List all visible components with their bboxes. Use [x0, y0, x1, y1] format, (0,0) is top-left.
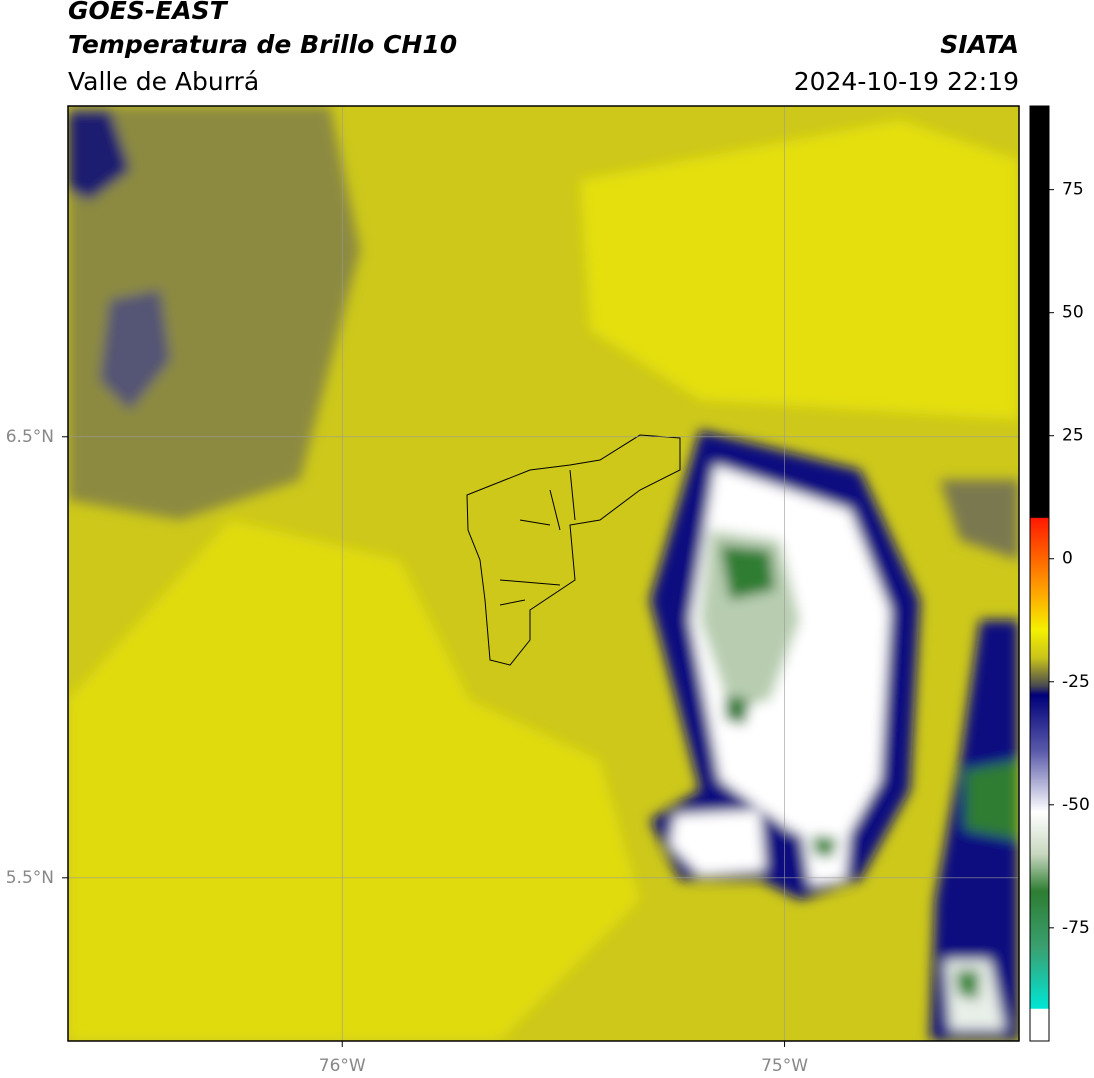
colorbar-tick-label: -50	[1062, 795, 1090, 815]
colorbar-tick-label: -25	[1062, 672, 1090, 692]
map-image	[68, 106, 1019, 1041]
colorbar-tick-label: 50	[1062, 303, 1084, 323]
y-tick-label: 6.5°N	[6, 427, 54, 447]
y-tick-label: 5.5°N	[6, 868, 54, 888]
colorbar	[1029, 105, 1050, 1042]
colorbar-tick-label: 25	[1062, 426, 1084, 446]
datetime: 2024-10-19 22:19	[794, 67, 1019, 96]
source: SIATA	[940, 30, 1019, 59]
map-frame	[67, 105, 1020, 1042]
colorbar-tick-label: 0	[1062, 549, 1073, 569]
title: GOES-EAST	[68, 0, 229, 25]
subtitle: Temperatura de Brillo CH10	[68, 30, 457, 59]
grid	[68, 106, 1019, 1041]
colorbar-tick-label: -75	[1062, 918, 1090, 938]
region: Valle de Aburrá	[68, 67, 259, 96]
colorbar-tick-label: 75	[1062, 180, 1084, 200]
x-tick-label: 76°W	[319, 1056, 366, 1076]
x-tick-label: 75°W	[761, 1056, 808, 1076]
